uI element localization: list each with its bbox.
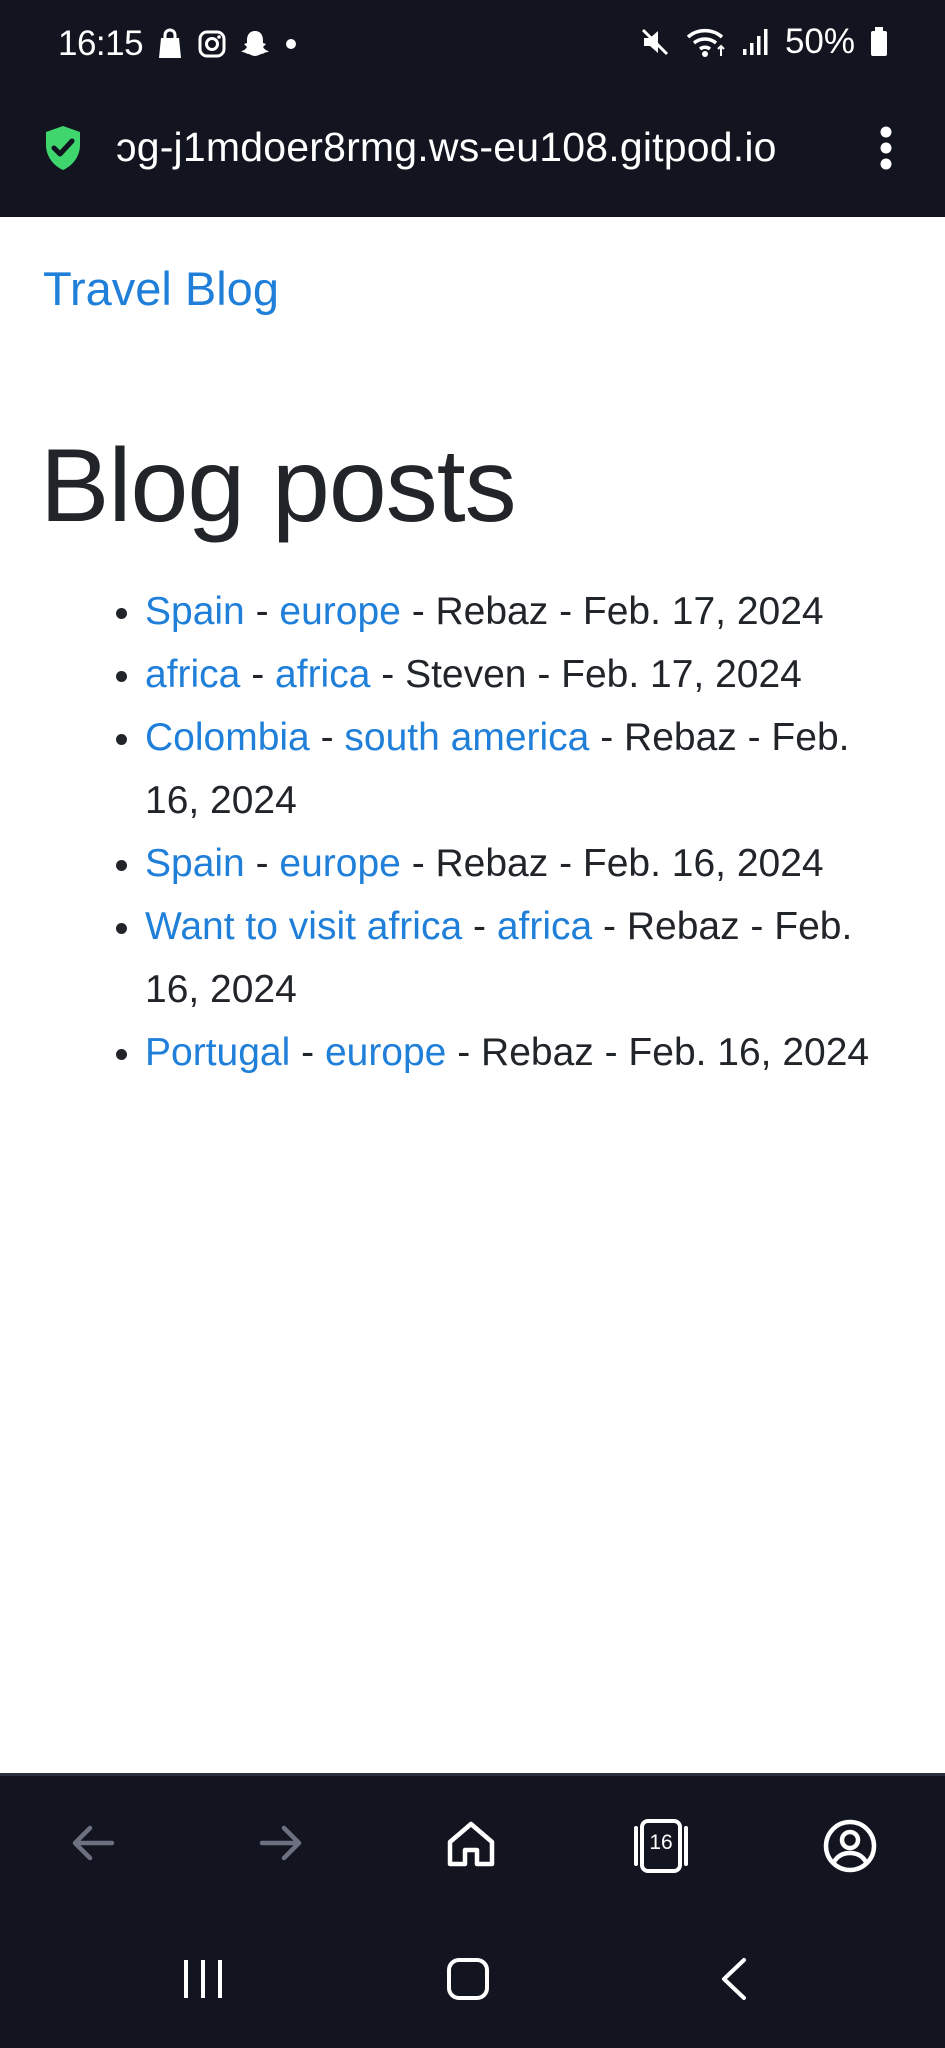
blog-post-item: Spain - europe - Rebaz - Feb. 17, 2024 [145, 580, 905, 643]
profile-icon [823, 1819, 877, 1873]
battery-level: 50% [784, 22, 855, 61]
post-category-link[interactable]: south america [344, 716, 590, 759]
post-meta: - Rebaz - Feb. 16, 2024 [145, 716, 850, 822]
post-category-link[interactable]: europe [279, 590, 401, 633]
shopping-bag-icon [159, 28, 181, 58]
system-back-button[interactable] [716, 1956, 752, 2007]
dot-icon [286, 39, 296, 49]
post-category-link[interactable]: europe [279, 842, 401, 885]
post-meta: - Rebaz - Feb. 16, 2024 [446, 1031, 870, 1074]
url-text[interactable]: ɔg-j1mdoer8rmg.ws-eu108.gitpod.io [116, 124, 777, 170]
post-title-link[interactable]: africa [145, 653, 241, 696]
status-right: 50% [639, 22, 889, 62]
post-title-link[interactable]: Colombia [145, 716, 310, 759]
wifi-icon [686, 29, 725, 57]
forward-arrow-icon [259, 1825, 302, 1861]
post-meta: - Rebaz - Feb. 16, 2024 [145, 905, 853, 1011]
home-button-icon [447, 1958, 489, 2000]
system-nav-bar [0, 1920, 945, 2048]
post-title-link[interactable]: Spain [145, 842, 245, 885]
signal-icon [742, 29, 768, 55]
brand-link[interactable]: Travel Blog [43, 262, 279, 315]
shield-icon[interactable] [42, 124, 84, 172]
post-meta: - Steven - Feb. 17, 2024 [370, 653, 802, 696]
post-meta: - Rebaz - Feb. 17, 2024 [400, 590, 824, 633]
separator: - [290, 1031, 325, 1074]
home-button[interactable] [445, 1818, 497, 1870]
post-title-link[interactable]: Portugal [145, 1031, 291, 1074]
more-menu-icon[interactable] [879, 124, 893, 172]
page-title: Blog posts [40, 428, 517, 544]
blog-post-item: Spain - europe - Rebaz - Feb. 16, 2024 [145, 832, 905, 895]
post-title-link[interactable]: Want to visit africa [145, 905, 463, 948]
recent-apps-icon [184, 1960, 222, 1998]
post-meta: - Rebaz - Feb. 16, 2024 [400, 842, 824, 885]
tab-count: 16 [649, 1831, 673, 1854]
home-icon [447, 1821, 495, 1867]
recent-apps-button[interactable] [180, 1956, 226, 2007]
profile-button[interactable] [822, 1818, 878, 1874]
notification-icons [155, 28, 299, 60]
separator: - [240, 653, 276, 696]
tabs-button[interactable]: 16 [628, 1818, 694, 1874]
instagram-icon [198, 30, 226, 58]
post-category-link[interactable]: africa [496, 905, 593, 948]
blog-post-list: Spain - europe - Rebaz - Feb. 17, 2024af… [145, 580, 905, 1084]
separator: - [244, 590, 280, 633]
mute-icon [641, 28, 668, 56]
separator: - [244, 842, 280, 885]
back-arrow-icon [72, 1825, 115, 1861]
blog-post-item: Want to visit africa - africa - Rebaz - … [145, 895, 905, 1021]
back-button[interactable] [68, 1818, 118, 1868]
web-page: Travel Blog Blog posts Spain - europe - … [0, 217, 945, 1773]
browser-nav-bar: 16 [0, 1773, 945, 1923]
blog-post-item: Portugal - europe - Rebaz - Feb. 16, 202… [145, 1021, 905, 1084]
tabs-icon [634, 1819, 688, 1873]
post-title-link[interactable]: Spain [145, 590, 245, 633]
post-category-link[interactable]: africa [275, 653, 371, 696]
forward-button[interactable] [256, 1818, 306, 1868]
blog-post-item: africa - africa - Steven - Feb. 17, 2024 [145, 643, 905, 706]
post-category-link[interactable]: europe [324, 1031, 447, 1074]
blog-post-item: Colombia - south america - Rebaz - Feb. … [145, 706, 905, 832]
snapchat-icon [241, 31, 269, 56]
browser-url-bar: ɔg-j1mdoer8rmg.ws-eu108.gitpod.io [0, 90, 945, 217]
status-time: 16:15 [58, 24, 144, 63]
battery-icon [871, 27, 887, 56]
separator: - [462, 905, 497, 948]
separator: - [309, 716, 345, 759]
back-icon [722, 1958, 746, 2000]
system-home-button[interactable] [445, 1956, 491, 2007]
status-bar: 16:15 50% [0, 0, 945, 90]
